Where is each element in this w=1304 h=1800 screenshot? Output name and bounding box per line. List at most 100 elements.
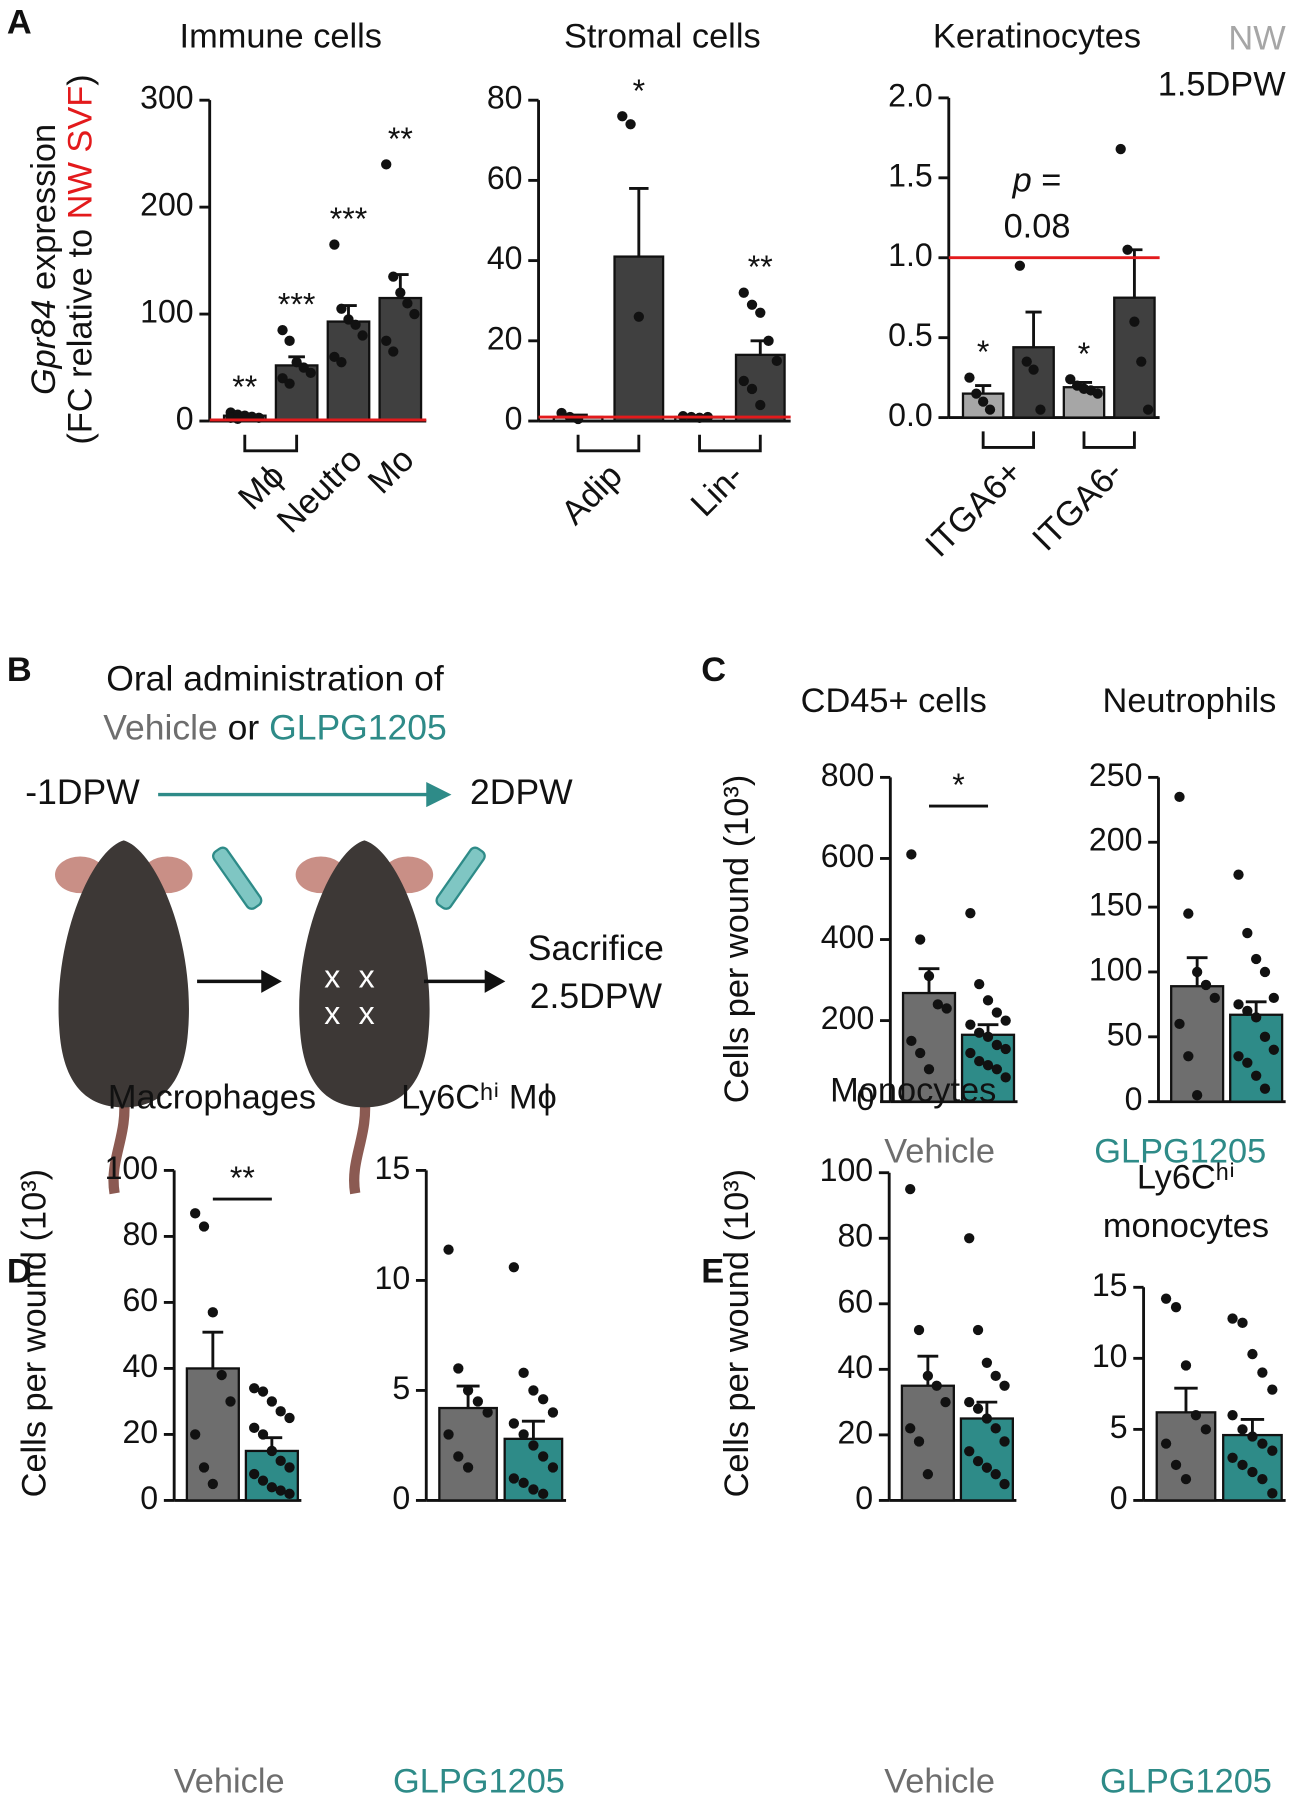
y-tick-label: 10: [1092, 1338, 1128, 1374]
data-point: [905, 1423, 916, 1434]
data-point: [508, 1473, 520, 1484]
y-tick-label: 5: [392, 1370, 410, 1406]
y-tick-label: 80: [122, 1216, 158, 1252]
data-point: [755, 307, 766, 318]
data-point: [1242, 927, 1253, 939]
data-point: [443, 1429, 454, 1440]
data-point: [964, 1233, 975, 1244]
chart-title: CD45+ cells: [801, 682, 987, 720]
data-point: [1247, 1348, 1258, 1360]
data-point: [1174, 791, 1185, 803]
data-point: [547, 1407, 559, 1418]
legend-label: Vehicle: [174, 1763, 285, 1800]
data-point: [1209, 992, 1220, 1004]
data-point: [388, 271, 399, 282]
data-point: [990, 1370, 1001, 1382]
y-axis-label-part: ): [62, 74, 100, 85]
y-axis-label-part: Gpr84: [25, 300, 63, 396]
data-point: [1237, 1317, 1248, 1328]
data-point: [1183, 908, 1194, 919]
data-point: [1160, 1438, 1172, 1449]
data-point: [763, 335, 774, 346]
chart-title: Ly6Cʰⁱ: [1137, 1159, 1235, 1197]
data-point: [1174, 1018, 1185, 1030]
data-point: [1268, 1044, 1279, 1055]
y-tick-label: 0: [392, 1480, 410, 1516]
data-point: [999, 1380, 1010, 1391]
y-tick-label: 400: [821, 919, 875, 955]
panel-letter: B: [7, 651, 32, 689]
bar-chart: Ly6Cʰⁱ monocytes 0 5 10 15: [1092, 1159, 1286, 1516]
bar-chart: Keratinocytes 0.0 0.5 1.0 1.5 2.0 * * ITGA6+ITGA…: [888, 17, 1286, 564]
data-point: [931, 1380, 942, 1391]
y-tick-label: 0.5: [888, 317, 933, 353]
data-point: [1251, 1070, 1262, 1081]
legend-label: GLPG1205: [393, 1763, 565, 1800]
data-point: [974, 1055, 985, 1067]
data-point: [746, 299, 758, 310]
y-tick-label: 800: [821, 757, 875, 793]
protocol-diagram: Oral administration of Vehicle or GLPG12…: [25, 659, 664, 1195]
bar: [438, 1406, 498, 1502]
y-axis-label-part: expression: [25, 124, 63, 300]
category-bracket: [576, 434, 641, 453]
y-axis-label: Gpr84 expression: [25, 124, 63, 395]
y-axis-label: Cells per wound (10³): [718, 1169, 756, 1497]
data-point: [738, 287, 749, 298]
data-point: [538, 1488, 549, 1499]
data-point: [225, 1396, 236, 1407]
y-tick-label: 600: [821, 838, 875, 874]
data-point: [1115, 143, 1126, 155]
y-tick-label: 200: [1089, 822, 1143, 858]
data-point: [284, 378, 295, 389]
panel-letter: E: [701, 1253, 724, 1291]
data-point: [198, 1221, 210, 1232]
start-label: -1DPW: [25, 772, 140, 812]
data-point: [1000, 1043, 1011, 1055]
panel-letter: A: [7, 4, 32, 42]
y-tick-label: 100: [105, 1150, 159, 1186]
y-axis-label-part: (FC relative to: [62, 219, 100, 444]
data-point: [249, 1383, 260, 1394]
data-point: [1242, 1057, 1253, 1068]
data-point: [284, 335, 295, 346]
arrow-head: [261, 969, 282, 993]
data-point: [932, 999, 943, 1010]
data-point: [1136, 356, 1147, 367]
data-point: [972, 1455, 984, 1467]
data-point: [913, 1324, 925, 1336]
data-point: [1267, 1445, 1278, 1456]
data-point: [1233, 999, 1244, 1010]
data-point: [1021, 356, 1032, 367]
data-point: [1122, 244, 1133, 255]
category-bracket: [243, 434, 299, 453]
data-point: [906, 1035, 917, 1047]
legend-label: NW: [1228, 20, 1286, 58]
data-point: [453, 1363, 464, 1374]
data-point: [572, 413, 584, 425]
significance: ***: [278, 287, 315, 323]
data-point: [1259, 1031, 1271, 1042]
data-point: [1170, 1302, 1182, 1313]
data-point: [923, 970, 935, 982]
data-point: [922, 1469, 934, 1480]
y-tick-label: 80: [487, 80, 523, 116]
category-bracket: [1082, 431, 1136, 449]
data-point: [329, 351, 340, 363]
category-bracket: [981, 431, 1036, 449]
data-point: [1092, 388, 1103, 399]
data-point: [329, 239, 340, 250]
data-point: [915, 934, 926, 945]
annotation: 0.08: [1004, 208, 1071, 246]
y-tick-label: 1.0: [888, 237, 933, 273]
y-tick-label: 15: [1092, 1267, 1128, 1303]
data-point: [971, 388, 982, 399]
significance: *: [633, 73, 645, 109]
y-tick-label: 80: [837, 1218, 873, 1254]
chart-title: Neutrophils: [1103, 682, 1277, 720]
data-point: [1129, 316, 1140, 327]
bar-chart: Ly6Cʰⁱ Mϕ 0 5 10 15: [375, 1078, 567, 1516]
error-bar: [1174, 1386, 1198, 1413]
y-tick-label: 5: [1110, 1409, 1128, 1445]
